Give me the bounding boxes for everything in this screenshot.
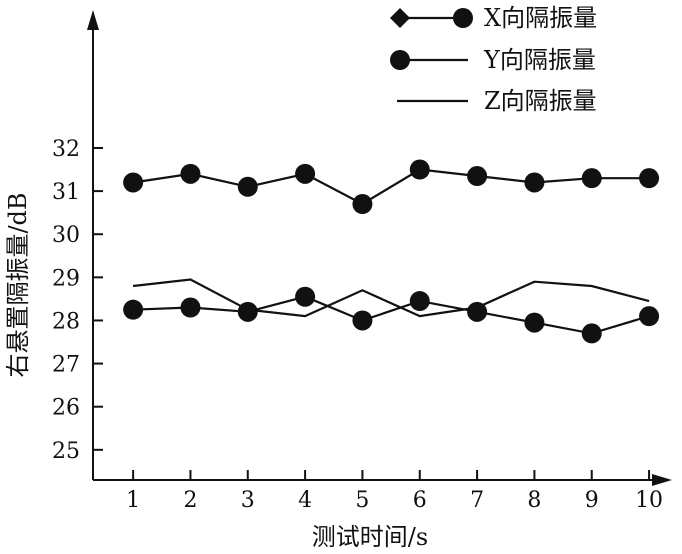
legend-item-z: Z向隔振量 xyxy=(397,87,597,115)
y-axis-arrow xyxy=(87,10,99,30)
series-layer xyxy=(123,159,660,344)
series-x-point-4 xyxy=(295,163,316,184)
series-line-x xyxy=(132,168,650,206)
legend-item-y: Y向隔振量 xyxy=(390,46,596,74)
legend-circle-marker-y xyxy=(390,50,410,70)
series-y-point-4 xyxy=(295,286,316,307)
legend-circle-marker-x xyxy=(453,8,473,28)
series-y-point-7 xyxy=(467,301,488,322)
series-line-z xyxy=(132,278,650,318)
series-line-y xyxy=(133,295,650,335)
series-y-point-8 xyxy=(524,312,545,333)
series-y-point-5 xyxy=(352,310,373,331)
legend-diamond-marker-x xyxy=(390,8,410,28)
y-tick-label: 30 xyxy=(52,223,80,248)
series-x-point-10 xyxy=(639,168,660,189)
legend-label-y: Y向隔振量 xyxy=(483,46,596,74)
series-x-point-3 xyxy=(237,176,258,197)
y-tick-label: 28 xyxy=(52,309,80,334)
x-tick-label: 3 xyxy=(241,488,255,513)
x-tick-label: 6 xyxy=(413,488,427,513)
legend: X向隔振量 Y向隔振量 Z向隔振量 xyxy=(390,4,597,115)
series-x-point-8 xyxy=(524,172,545,193)
series-x-point-1 xyxy=(123,172,144,193)
y-ticks: 25 26 27 28 29 30 31 32 xyxy=(52,137,103,464)
series-x-point-2 xyxy=(180,163,201,184)
series-x-point-9 xyxy=(581,168,602,189)
series-x-point-6 xyxy=(409,159,430,180)
x-tick-label: 2 xyxy=(183,488,197,513)
y-tick-label: 32 xyxy=(52,137,80,162)
x-axis-title: 测试时间/s xyxy=(312,523,428,551)
legend-label-z: Z向隔振量 xyxy=(484,87,597,115)
x-tick-label: 5 xyxy=(355,488,369,513)
y-tick-label: 31 xyxy=(52,180,80,205)
series-y-point-9 xyxy=(581,323,602,344)
series-y-point-2 xyxy=(180,297,201,318)
y-axis-title: 右悬置隔振量/dB xyxy=(4,192,32,377)
y-axis xyxy=(87,10,99,480)
x-axis-arrow xyxy=(652,474,672,486)
series-x-point-7 xyxy=(467,166,488,187)
series-x-point-5 xyxy=(352,194,373,215)
series-y-point-6 xyxy=(409,291,430,312)
legend-item-x: X向隔振量 xyxy=(390,4,597,32)
x-tick-label: 9 xyxy=(585,488,599,513)
x-tick-label: 1 xyxy=(126,488,140,513)
x-tick-label: 10 xyxy=(635,488,663,513)
y-tick-label: 25 xyxy=(52,439,80,464)
series-y-point-10 xyxy=(639,306,660,327)
x-ticks: 1 2 3 4 5 6 7 8 9 10 xyxy=(126,470,663,513)
y-tick-label: 27 xyxy=(52,353,80,378)
x-tick-label: 8 xyxy=(527,488,541,513)
y-tick-label: 26 xyxy=(52,396,80,421)
y-tick-label: 29 xyxy=(52,266,80,291)
legend-label-x: X向隔振量 xyxy=(484,4,597,32)
x-axis xyxy=(93,474,672,486)
series-y-point-1 xyxy=(123,299,144,320)
x-tick-label: 4 xyxy=(298,488,312,513)
x-tick-label: 7 xyxy=(470,488,484,513)
